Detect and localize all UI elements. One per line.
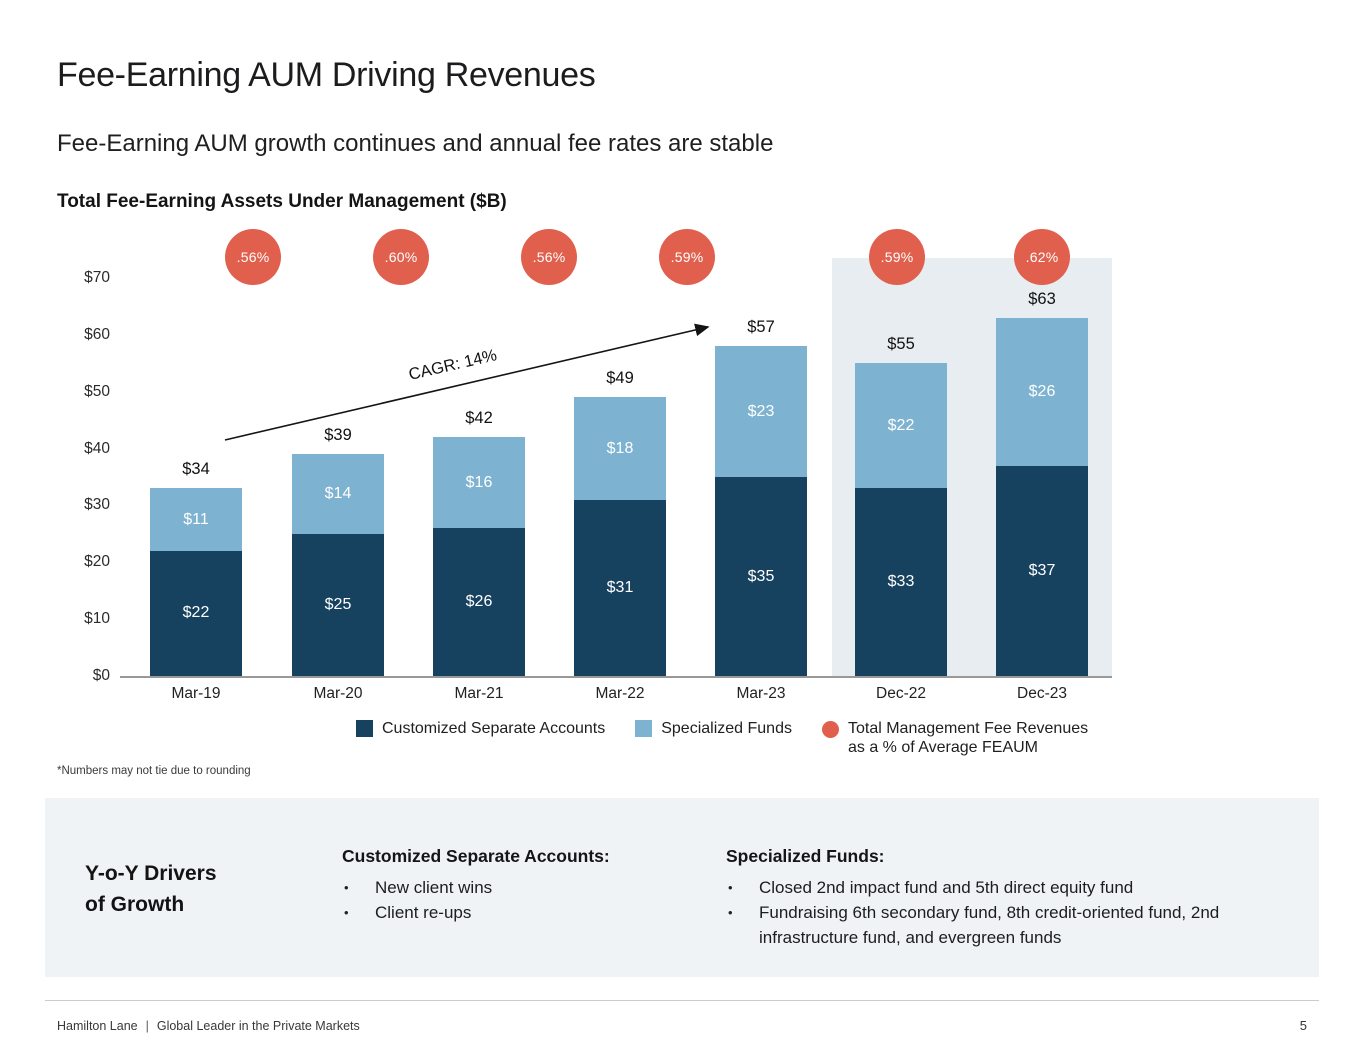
bar-total-label: $57 — [747, 318, 775, 337]
legend-item-customized-separate-accounts: Customized Separate Accounts — [356, 719, 605, 738]
bar-total-label: $63 — [1028, 289, 1056, 308]
bar-segment-specialized-funds — [996, 317, 1088, 466]
slide-title: Fee-Earning AUM Driving Revenues — [57, 56, 596, 94]
segment-value-label: $16 — [465, 473, 493, 491]
y-axis-tick-label: $50 — [84, 382, 110, 400]
segment-value-label: $35 — [747, 567, 775, 585]
bar-total-label: $39 — [324, 426, 352, 445]
stacked-bar-chart: CAGR: 14% $0 $10 $20 $30 $40 $50 $60 $70 $22 $11 $… — [0, 225, 1135, 710]
legend-label: Total Management Fee Revenues as a % of … — [847, 720, 1089, 756]
x-axis-tick-label: Mar-19 — [171, 685, 221, 702]
fee-rate-marker: .56% — [521, 229, 577, 285]
bar-segment-specialized-funds — [855, 363, 947, 489]
bar-segment-customized-separate-accounts — [715, 477, 807, 676]
y-axis-tick-label: $30 — [84, 496, 110, 514]
fee-rate-marker: .60% — [373, 229, 429, 285]
legend-item-fee-revenues: Total Management Fee Revenues as a % of … — [821, 719, 1089, 757]
segment-value-label: $33 — [887, 573, 915, 591]
fee-rate-marker: .56% — [225, 229, 281, 285]
fee-rate-marker: .59% — [869, 229, 925, 285]
y-axis-tick-label: $10 — [84, 610, 110, 628]
drivers-column-specialized-funds: Specialized Funds: • Closed 2nd impact f… — [726, 846, 1271, 950]
footer-text: Hamilton Lane | Global Leader in the Priva… — [57, 1019, 360, 1033]
bar-segment-specialized-funds — [574, 397, 666, 500]
bar-segment-specialized-funds — [715, 346, 807, 477]
bar-segment-specialized-funds — [150, 488, 242, 551]
segment-value-label: $23 — [747, 402, 775, 420]
yoy-drivers-panel: Y-o-Y Drivers of Growth Customized Separ… — [45, 798, 1319, 977]
footnote: *Numbers may not tie due to rounding — [57, 765, 251, 777]
bar-segment-specialized-funds — [292, 454, 384, 534]
bar-total-label: $55 — [887, 335, 915, 354]
segment-value-label: $18 — [606, 439, 634, 457]
drivers-column-heading: Specialized Funds: — [726, 846, 885, 866]
x-axis-tick-label: Mar-20 — [313, 685, 363, 702]
segment-value-label: $37 — [1028, 561, 1056, 579]
x-axis-tick-label: Dec-23 — [1017, 685, 1067, 702]
drivers-title: Y-o-Y Drivers of Growth — [85, 862, 217, 916]
footer-divider — [45, 1000, 1319, 1001]
bullet-item: • Closed 2nd impact fund and 5th direct … — [726, 875, 1271, 900]
legend-label: Customized Separate Accounts — [382, 720, 606, 737]
x-axis-tick-label: Dec-22 — [876, 685, 926, 702]
segment-value-label: $22 — [887, 416, 915, 434]
bar-total-label: $42 — [465, 409, 493, 428]
legend-label: Specialized Funds — [661, 720, 792, 737]
segment-value-label: $22 — [182, 604, 210, 622]
y-axis-tick-label: $40 — [84, 439, 110, 457]
segment-value-label: $26 — [1028, 382, 1056, 400]
legend-swatch-dark-blue — [356, 720, 373, 737]
bar-segment-customized-separate-accounts — [150, 550, 242, 676]
bar-total-label: $49 — [606, 369, 634, 388]
page-number: 5 — [1299, 1018, 1307, 1033]
bar-segment-customized-separate-accounts — [292, 533, 384, 676]
drivers-column-csa: Customized Separate Accounts: • New clie… — [342, 846, 672, 925]
footer-separator: | — [145, 1019, 149, 1033]
footer-brand: Hamilton Lane — [57, 1019, 138, 1033]
bar-segment-specialized-funds — [433, 437, 525, 529]
bullet-icon: • — [344, 905, 349, 920]
segment-value-label: $31 — [606, 578, 634, 596]
slide-subtitle: Fee-Earning AUM growth continues and ann… — [57, 130, 774, 157]
fee-rate-marker: .59% — [659, 229, 715, 285]
bar-segment-customized-separate-accounts — [996, 465, 1088, 676]
segment-value-label: $26 — [465, 593, 493, 611]
bullet-icon: • — [344, 880, 349, 895]
bar-segment-customized-separate-accounts — [855, 488, 947, 676]
legend-dot-red-icon — [821, 721, 839, 738]
bar-total-label: $34 — [182, 460, 210, 479]
chart-legend: Customized Separate Accounts Specialized… — [356, 719, 1088, 757]
bar-segment-customized-separate-accounts — [574, 499, 666, 676]
footer-tagline: Global Leader in the Private Markets — [156, 1019, 360, 1033]
bullet-icon: • — [728, 880, 733, 895]
y-axis-tick-label: $70 — [84, 269, 110, 286]
bullet-item: • Fundraising 6th secondary fund, 8th cr… — [726, 900, 1271, 950]
cagr-arrow — [224, 323, 710, 441]
segment-value-label: $25 — [324, 595, 352, 613]
y-axis-tick-label: $60 — [84, 325, 110, 343]
bullet-item: • New client wins — [342, 875, 672, 900]
legend-item-specialized-funds: Specialized Funds — [635, 719, 792, 738]
x-axis-tick-label: Mar-21 — [454, 685, 504, 702]
bullet-icon: • — [728, 905, 733, 920]
bar-segment-customized-separate-accounts — [433, 528, 525, 676]
x-axis-tick-label: Mar-23 — [736, 685, 786, 702]
bullet-item: • Client re-ups — [342, 900, 672, 925]
segment-value-label: $14 — [324, 485, 352, 503]
segment-value-label: $11 — [183, 510, 209, 528]
y-axis-tick-label: $20 — [84, 553, 110, 571]
y-axis-tick-label: $0 — [92, 667, 110, 684]
drivers-column-heading: Customized Separate Accounts: — [342, 846, 610, 866]
x-axis-line — [120, 676, 1112, 678]
legend-swatch-light-blue — [635, 720, 653, 737]
chart-title: Total Fee-Earning Assets Under Managemen… — [57, 191, 507, 212]
x-axis-tick-label: Mar-22 — [595, 685, 645, 702]
fee-rate-marker: .62% — [1014, 229, 1070, 285]
